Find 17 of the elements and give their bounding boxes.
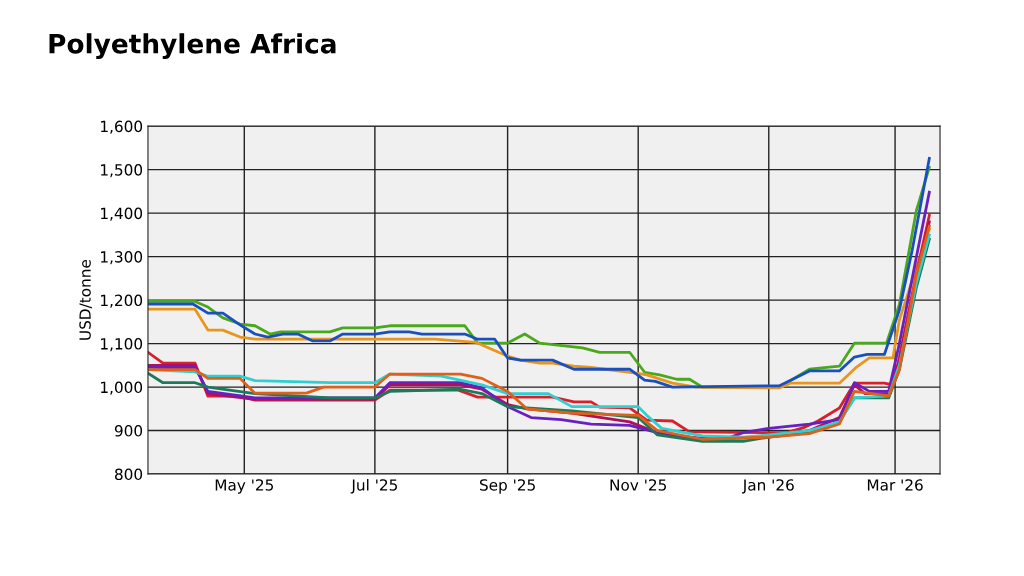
y-tick-label: 900	[114, 425, 143, 437]
y-tick-label: 1,500	[101, 164, 143, 178]
x-tick-label: May '25	[215, 479, 274, 494]
x-tick-label: Sep '25	[479, 479, 535, 494]
y-tick-label: 1,100	[101, 338, 143, 352]
x-tick-label: Jul '25	[350, 478, 398, 494]
x-tick-label: Nov '25	[610, 479, 667, 491]
x-tick-label: Mar '26	[867, 479, 923, 491]
chart-title: Polyethylene Africa	[49, 33, 336, 59]
y-tick-label: 1,600	[101, 120, 143, 134]
y-tick-label: 800	[114, 468, 143, 481]
y-tick-label: 1,300	[101, 251, 143, 265]
y-tick-label: 1,000	[101, 381, 143, 395]
y-axis-title: USD/tonne	[79, 259, 93, 340]
y-tick-label: 1,400	[101, 207, 143, 221]
x-tick-label: Jan '26	[741, 479, 794, 494]
y-tick-label: 1,200	[101, 294, 143, 308]
